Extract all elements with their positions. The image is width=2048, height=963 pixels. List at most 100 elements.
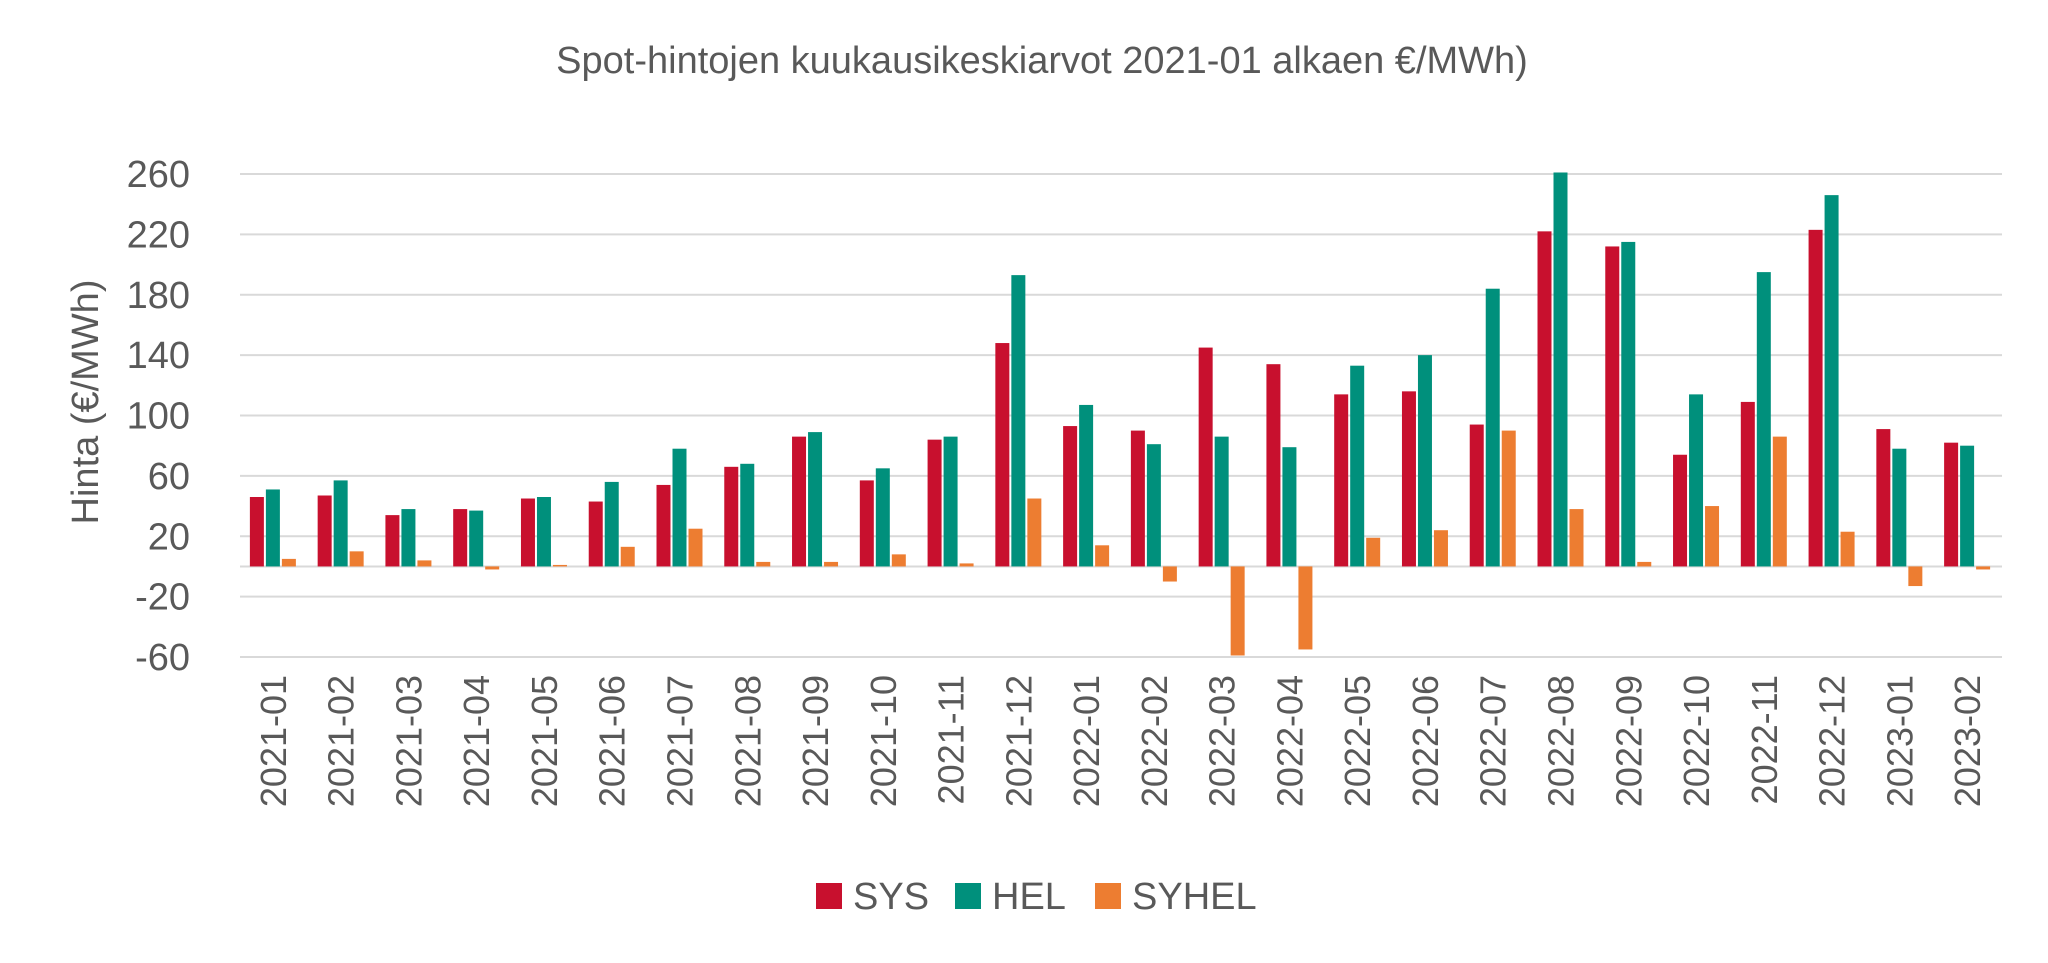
legend-label-syhel: SYHEL xyxy=(1132,876,1257,918)
bar-syhel xyxy=(552,564,567,567)
x-tick-label: 2021-11 xyxy=(931,675,972,804)
bar-hel xyxy=(1011,275,1026,567)
bar-hel xyxy=(943,436,958,567)
bar-syhel xyxy=(1637,561,1652,567)
x-tick-label: 2022-06 xyxy=(1405,675,1446,807)
bar-syhel xyxy=(1840,531,1855,567)
bar-sys xyxy=(1876,429,1891,567)
bar-syhel xyxy=(891,554,906,567)
y-tick-label: 60 xyxy=(148,456,190,498)
x-tick-label: 2022-01 xyxy=(1066,675,1107,807)
bar-hel xyxy=(740,463,755,567)
bar-sys xyxy=(724,466,739,567)
legend-swatch-syhel xyxy=(1095,883,1121,909)
bar-sys xyxy=(995,343,1010,567)
y-tick-label: -20 xyxy=(135,577,190,619)
x-tick-label: 2021-02 xyxy=(321,675,362,807)
bar-hel xyxy=(1485,288,1500,567)
bar-syhel xyxy=(1772,436,1787,567)
bar-hel xyxy=(1756,272,1771,567)
bar-sys xyxy=(1673,454,1688,567)
x-tick-label: 2022-03 xyxy=(1202,675,1243,807)
x-tick-label: 2021-10 xyxy=(863,675,904,807)
x-tick-label: 2022-11 xyxy=(1744,675,1785,804)
bar-hel xyxy=(1621,241,1636,567)
bar-syhel xyxy=(1027,498,1042,567)
bar-syhel xyxy=(1095,545,1110,567)
x-tick-label: 2022-04 xyxy=(1269,675,1310,807)
bar-sys xyxy=(927,439,942,567)
y-tick-label: 220 xyxy=(127,214,190,256)
bar-sys xyxy=(1401,391,1416,567)
bar-sys xyxy=(1469,424,1484,567)
y-tick-label: 260 xyxy=(127,154,190,196)
bar-sys xyxy=(317,495,332,567)
bar-sys xyxy=(1266,364,1281,567)
y-tick-label: 140 xyxy=(127,335,190,377)
bar-sys xyxy=(520,498,535,567)
bar-syhel xyxy=(1162,566,1177,582)
bar-syhel xyxy=(1908,566,1923,587)
x-tick-label: 2021-08 xyxy=(727,675,768,807)
bar-sys xyxy=(859,480,874,567)
bar-hel xyxy=(808,432,823,567)
bar-sys xyxy=(385,515,400,567)
bar-hel xyxy=(1824,195,1839,567)
bar-hel xyxy=(1689,394,1704,567)
x-tick-label: 2021-12 xyxy=(998,675,1039,807)
x-tick-label: 2021-09 xyxy=(795,675,836,807)
bar-syhel xyxy=(959,563,974,567)
bar-sys xyxy=(1063,426,1078,567)
bar-syhel xyxy=(485,566,500,570)
bar-syhel xyxy=(1298,566,1313,650)
bar-hel xyxy=(1960,445,1975,567)
bar-syhel xyxy=(1501,430,1516,567)
bar-hel xyxy=(1553,172,1568,567)
bars xyxy=(249,172,1991,656)
bar-hel xyxy=(469,510,484,567)
bar-sys xyxy=(792,436,807,567)
x-tick-label: 2022-12 xyxy=(1812,675,1853,807)
bar-hel xyxy=(1214,436,1229,567)
bar-hel xyxy=(604,481,619,567)
bar-syhel xyxy=(349,551,364,567)
bar-hel xyxy=(1417,355,1432,567)
bar-syhel xyxy=(1705,506,1720,567)
bar-hel xyxy=(401,509,416,567)
bar-hel xyxy=(1079,404,1094,567)
bar-syhel xyxy=(824,561,839,567)
bar-syhel xyxy=(688,528,703,567)
bar-sys xyxy=(1198,347,1213,567)
bar-syhel xyxy=(1569,509,1584,567)
bar-hel xyxy=(265,489,280,567)
y-tick-label: 100 xyxy=(127,396,190,438)
chart-title: Spot-hintojen kuukausikeskiarvot 2021-01… xyxy=(556,40,1528,82)
bar-hel xyxy=(875,468,890,567)
legend-label-hel: HEL xyxy=(992,876,1066,918)
x-tick-label: 2021-07 xyxy=(660,675,701,807)
bar-sys xyxy=(1537,231,1552,567)
bar-sys xyxy=(656,484,671,567)
x-tick-label: 2021-06 xyxy=(592,675,633,807)
bar-syhel xyxy=(620,546,635,567)
bar-sys xyxy=(1808,229,1823,567)
x-tick-label: 2023-01 xyxy=(1879,675,1920,807)
bar-hel xyxy=(536,497,551,567)
bar-hel xyxy=(1282,447,1297,567)
y-axis-ticks: -60 -20 20 60 100 140 180 220 260 xyxy=(127,154,190,679)
x-tick-label: 2022-08 xyxy=(1541,675,1582,807)
x-tick-label: 2021-03 xyxy=(388,675,429,807)
x-tick-label: 2022-02 xyxy=(1134,675,1175,807)
bar-sys xyxy=(1130,430,1145,567)
x-tick-label: 2021-05 xyxy=(524,675,565,807)
x-tick-label: 2022-07 xyxy=(1473,675,1514,807)
gridlines xyxy=(240,173,2002,658)
x-tick-label: 2022-10 xyxy=(1676,675,1717,807)
legend-label-sys: SYS xyxy=(853,876,929,918)
y-tick-label: -60 xyxy=(135,637,190,679)
bar-syhel xyxy=(1230,566,1245,656)
y-tick-label: 180 xyxy=(127,275,190,317)
bar-hel xyxy=(1146,444,1161,567)
bar-sys xyxy=(453,509,468,567)
y-tick-label: 20 xyxy=(148,516,190,558)
